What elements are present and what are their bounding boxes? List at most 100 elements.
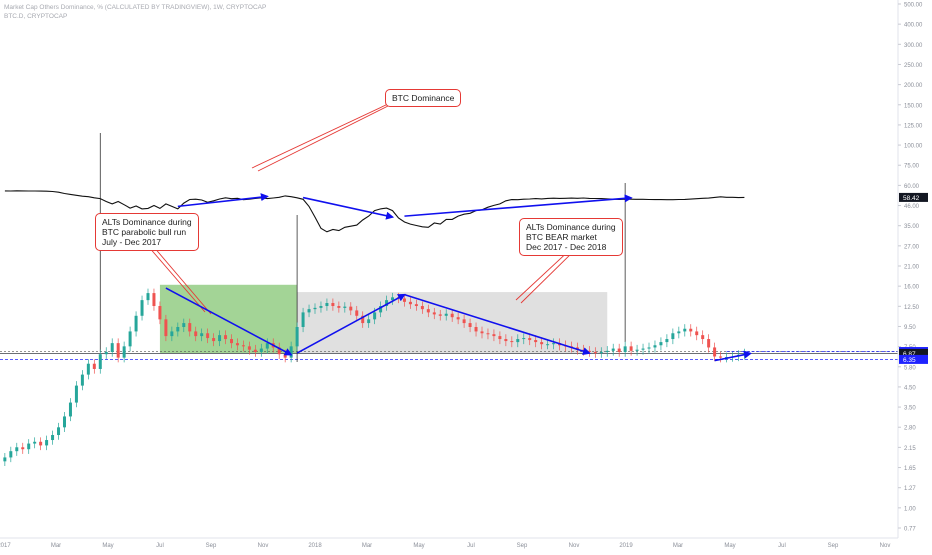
candle-body [146,293,150,301]
candle-body [86,363,90,375]
candle-body [212,338,216,342]
candle-body [170,331,174,337]
candle [301,307,305,333]
candle-body [426,309,430,313]
candle [33,437,37,449]
candle [62,412,66,433]
chart-title: Market Cap Others Dominance, % (CALCULAT… [4,4,267,11]
callout-line: BTC parabolic bull run [102,227,187,237]
candle-body [176,327,180,332]
y-tick-label: 1.27 [904,486,916,492]
callout-alts-bear-market: ALTs Dominance during BTC BEAR market De… [519,218,623,256]
candle-body [492,334,496,337]
y-axis: 500.00 400.00 300.00 250.00 200.00 150.00 125.… [897,0,923,538]
candle-body [200,333,204,337]
candle-body [510,341,514,343]
y-tick-label: 0.77 [904,527,916,533]
callout-pointer [251,103,389,169]
x-tick-label: Sep [206,543,217,549]
x-tick-label: Mar [673,543,683,549]
candle-body [128,331,132,347]
trend-arrows [165,193,752,362]
candle-body [57,427,61,436]
candle [617,343,621,357]
candle [235,338,239,351]
candle [319,301,323,313]
candle-body [587,350,591,352]
candle-body [241,345,245,347]
candle [605,346,609,357]
candle-body [486,333,490,335]
y-tick-label: 200.00 [904,83,923,89]
candle [253,344,257,357]
candle [593,347,597,358]
candle [522,333,526,345]
candle-body [528,338,532,341]
candle-body [33,441,37,444]
x-tick-label: Mar [51,543,61,549]
candle-body [671,333,675,340]
candle-body [194,331,198,337]
candle [611,343,615,356]
candle-body [408,301,412,305]
candle [426,304,430,318]
candle [671,328,675,345]
candle-body [361,315,365,324]
y-tick-label: 150.00 [904,103,923,109]
candle [176,322,180,337]
candle [599,347,603,358]
candle-body [218,335,222,342]
chart-subtitle: BTC.D, CRYPTOCAP [4,13,68,20]
candle [307,304,311,318]
candle-body [289,346,293,358]
candle-body [534,340,538,343]
candle-body [21,447,25,450]
y-tick-label: 2.80 [904,426,916,432]
candle-body [695,331,699,336]
x-axis: 2017 Mar May Jul Sep Nov 2018 Mar May Jul Sep Nov 20… [0,537,898,549]
candle [218,330,222,347]
candle-body [373,312,377,320]
candle [343,302,347,313]
candle-body [647,347,651,349]
x-tick-label: 2018 [308,543,322,549]
candle [277,342,281,359]
candle [653,340,657,353]
candle [665,334,669,348]
candle-body [462,319,466,324]
candle-body [319,306,323,308]
candle-body [259,348,263,352]
candle [546,339,550,350]
candle-body [480,331,484,334]
candle [420,301,424,314]
y-tick-label: 400.00 [904,23,923,29]
candle [408,297,412,309]
y-tick-label: 2.15 [904,446,916,452]
candle [68,398,72,422]
price-badge: 58.42 [899,192,928,202]
candle [701,330,705,345]
candle [128,326,132,352]
candle-body [611,348,615,351]
candle-body [498,336,502,340]
candle-body [140,300,144,316]
candle-body [15,447,19,452]
price-badge-label: 6.35 [903,357,916,364]
trend-arrow [177,193,269,208]
candle-body [110,343,114,352]
candle [21,442,25,454]
candle [182,318,186,333]
candle-body [188,323,192,332]
candle-body [27,443,31,450]
candle-body [707,339,711,348]
candle [641,343,645,355]
x-tick-label: Jul [778,543,786,549]
candle-body [283,354,287,358]
x-tick-label: Nov [880,543,891,549]
candle-body [80,374,84,386]
x-tick-label: Jul [467,543,475,549]
candle [80,370,84,391]
y-tick-label: 500.00 [904,3,923,9]
candle-body [307,309,311,313]
